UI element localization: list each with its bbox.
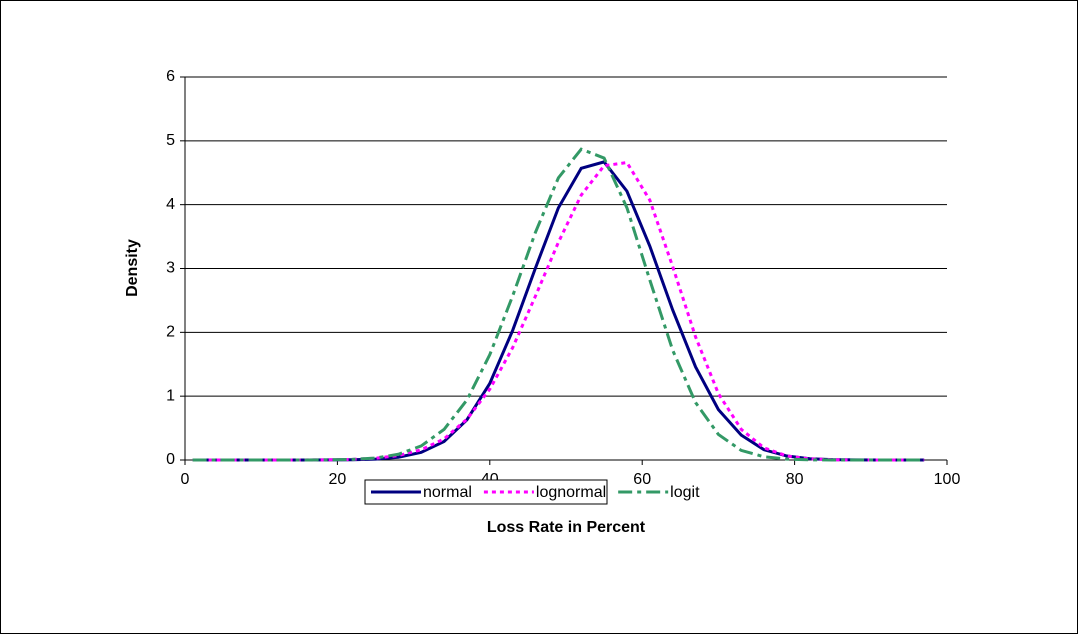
x-axis-label: Loss Rate in Percent (487, 519, 646, 536)
y-tick-label: 6 (166, 68, 175, 85)
y-tick-label: 0 (166, 451, 175, 468)
series-line (192, 147, 925, 462)
y-axis-label: Density (124, 239, 141, 297)
x-tick-label: 0 (181, 471, 190, 488)
x-tick-label: 100 (934, 471, 961, 488)
x-tick-label: 60 (633, 471, 651, 488)
y-tick-label: 5 (166, 132, 175, 149)
y-tick-label: 4 (166, 196, 175, 213)
legend-label: normal (423, 484, 472, 501)
x-tick-label: 80 (786, 471, 804, 488)
x-tick-label: 20 (329, 471, 347, 488)
y-tick-label: 2 (166, 324, 175, 341)
y-tick-label: 3 (166, 260, 175, 277)
legend-label: logit (670, 484, 700, 501)
y-tick-label: 1 (166, 387, 175, 404)
legend-label: lognormal (536, 484, 606, 501)
